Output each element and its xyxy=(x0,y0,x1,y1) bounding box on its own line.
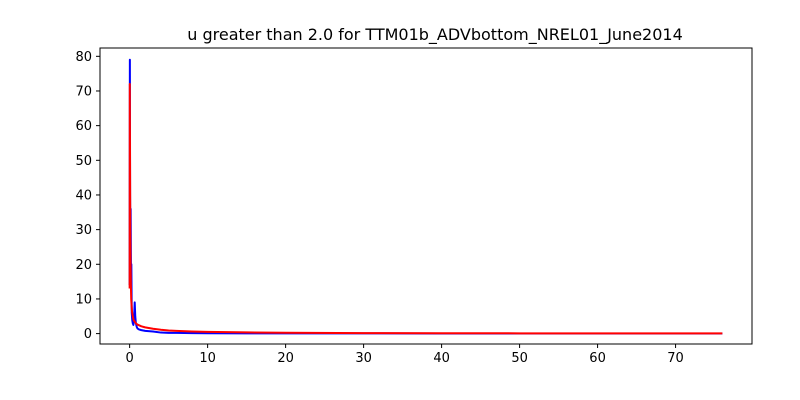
plot-frame xyxy=(100,48,752,344)
y-tick-label: 30 xyxy=(75,223,92,238)
y-tick-label: 70 xyxy=(75,84,92,99)
y-tick-label: 20 xyxy=(75,258,92,273)
series-line-blue xyxy=(130,60,723,334)
ticks-layer: 0 10 20 30 40 50 60 70 0 10 20 30 40 50 60 70 80 xyxy=(75,50,683,366)
x-tick-label: 70 xyxy=(667,351,684,366)
y-tick-label: 60 xyxy=(75,119,92,134)
chart-title: u greater than 2.0 for TTM01b_ADVbottom_… xyxy=(187,25,683,45)
x-tick-label: 10 xyxy=(199,351,216,366)
y-tick-label: 0 xyxy=(84,327,92,342)
y-tick-label: 80 xyxy=(75,50,92,65)
x-tick-label: 30 xyxy=(355,351,372,366)
x-tick-label: 20 xyxy=(277,351,294,366)
series-layer xyxy=(130,60,723,334)
x-tick-label: 40 xyxy=(433,351,450,366)
series-line-red xyxy=(130,84,723,333)
y-tick-label: 40 xyxy=(75,188,92,203)
x-tick-label: 50 xyxy=(511,351,528,366)
x-tick-label: 0 xyxy=(125,351,133,366)
y-tick-label: 50 xyxy=(75,154,92,169)
x-tick-label: 60 xyxy=(589,351,606,366)
y-tick-label: 10 xyxy=(75,292,92,307)
